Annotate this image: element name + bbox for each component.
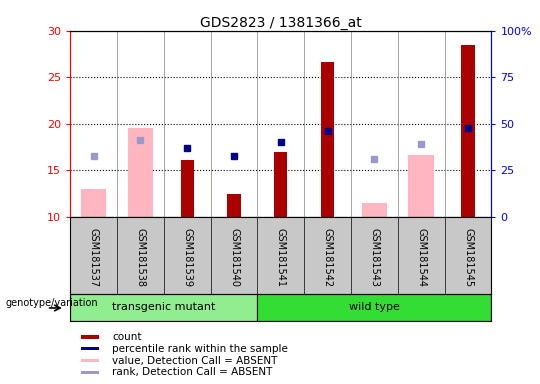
Bar — [70, 294, 258, 321]
Text: GSM181543: GSM181543 — [369, 228, 380, 288]
Bar — [181, 160, 194, 217]
Text: wild type: wild type — [349, 302, 400, 312]
Bar — [227, 194, 240, 217]
Bar — [362, 203, 387, 217]
Text: rank, Detection Call = ABSENT: rank, Detection Call = ABSENT — [112, 367, 273, 377]
Bar — [274, 152, 287, 217]
Text: percentile rank within the sample: percentile rank within the sample — [112, 344, 288, 354]
Bar — [258, 294, 491, 321]
Text: GSM181537: GSM181537 — [89, 228, 99, 288]
Text: value, Detection Call = ABSENT: value, Detection Call = ABSENT — [112, 356, 278, 366]
Bar — [81, 359, 99, 362]
Text: GSM181542: GSM181542 — [322, 228, 333, 288]
Text: GSM181541: GSM181541 — [276, 228, 286, 288]
Bar — [81, 335, 99, 339]
Bar — [81, 347, 99, 351]
Text: GSM181545: GSM181545 — [463, 228, 473, 288]
Text: GSM181540: GSM181540 — [229, 228, 239, 288]
Bar — [408, 155, 434, 217]
Bar — [81, 371, 99, 374]
Text: count: count — [112, 332, 141, 342]
Bar — [81, 189, 106, 217]
Text: transgenic mutant: transgenic mutant — [112, 302, 215, 312]
Text: GSM181538: GSM181538 — [136, 228, 145, 288]
Bar — [127, 129, 153, 217]
Text: GSM181539: GSM181539 — [182, 228, 192, 288]
Text: genotype/variation: genotype/variation — [5, 298, 98, 308]
Text: GSM181544: GSM181544 — [416, 228, 426, 288]
Bar — [462, 45, 475, 217]
Bar — [321, 62, 334, 217]
Title: GDS2823 / 1381366_at: GDS2823 / 1381366_at — [200, 16, 362, 30]
